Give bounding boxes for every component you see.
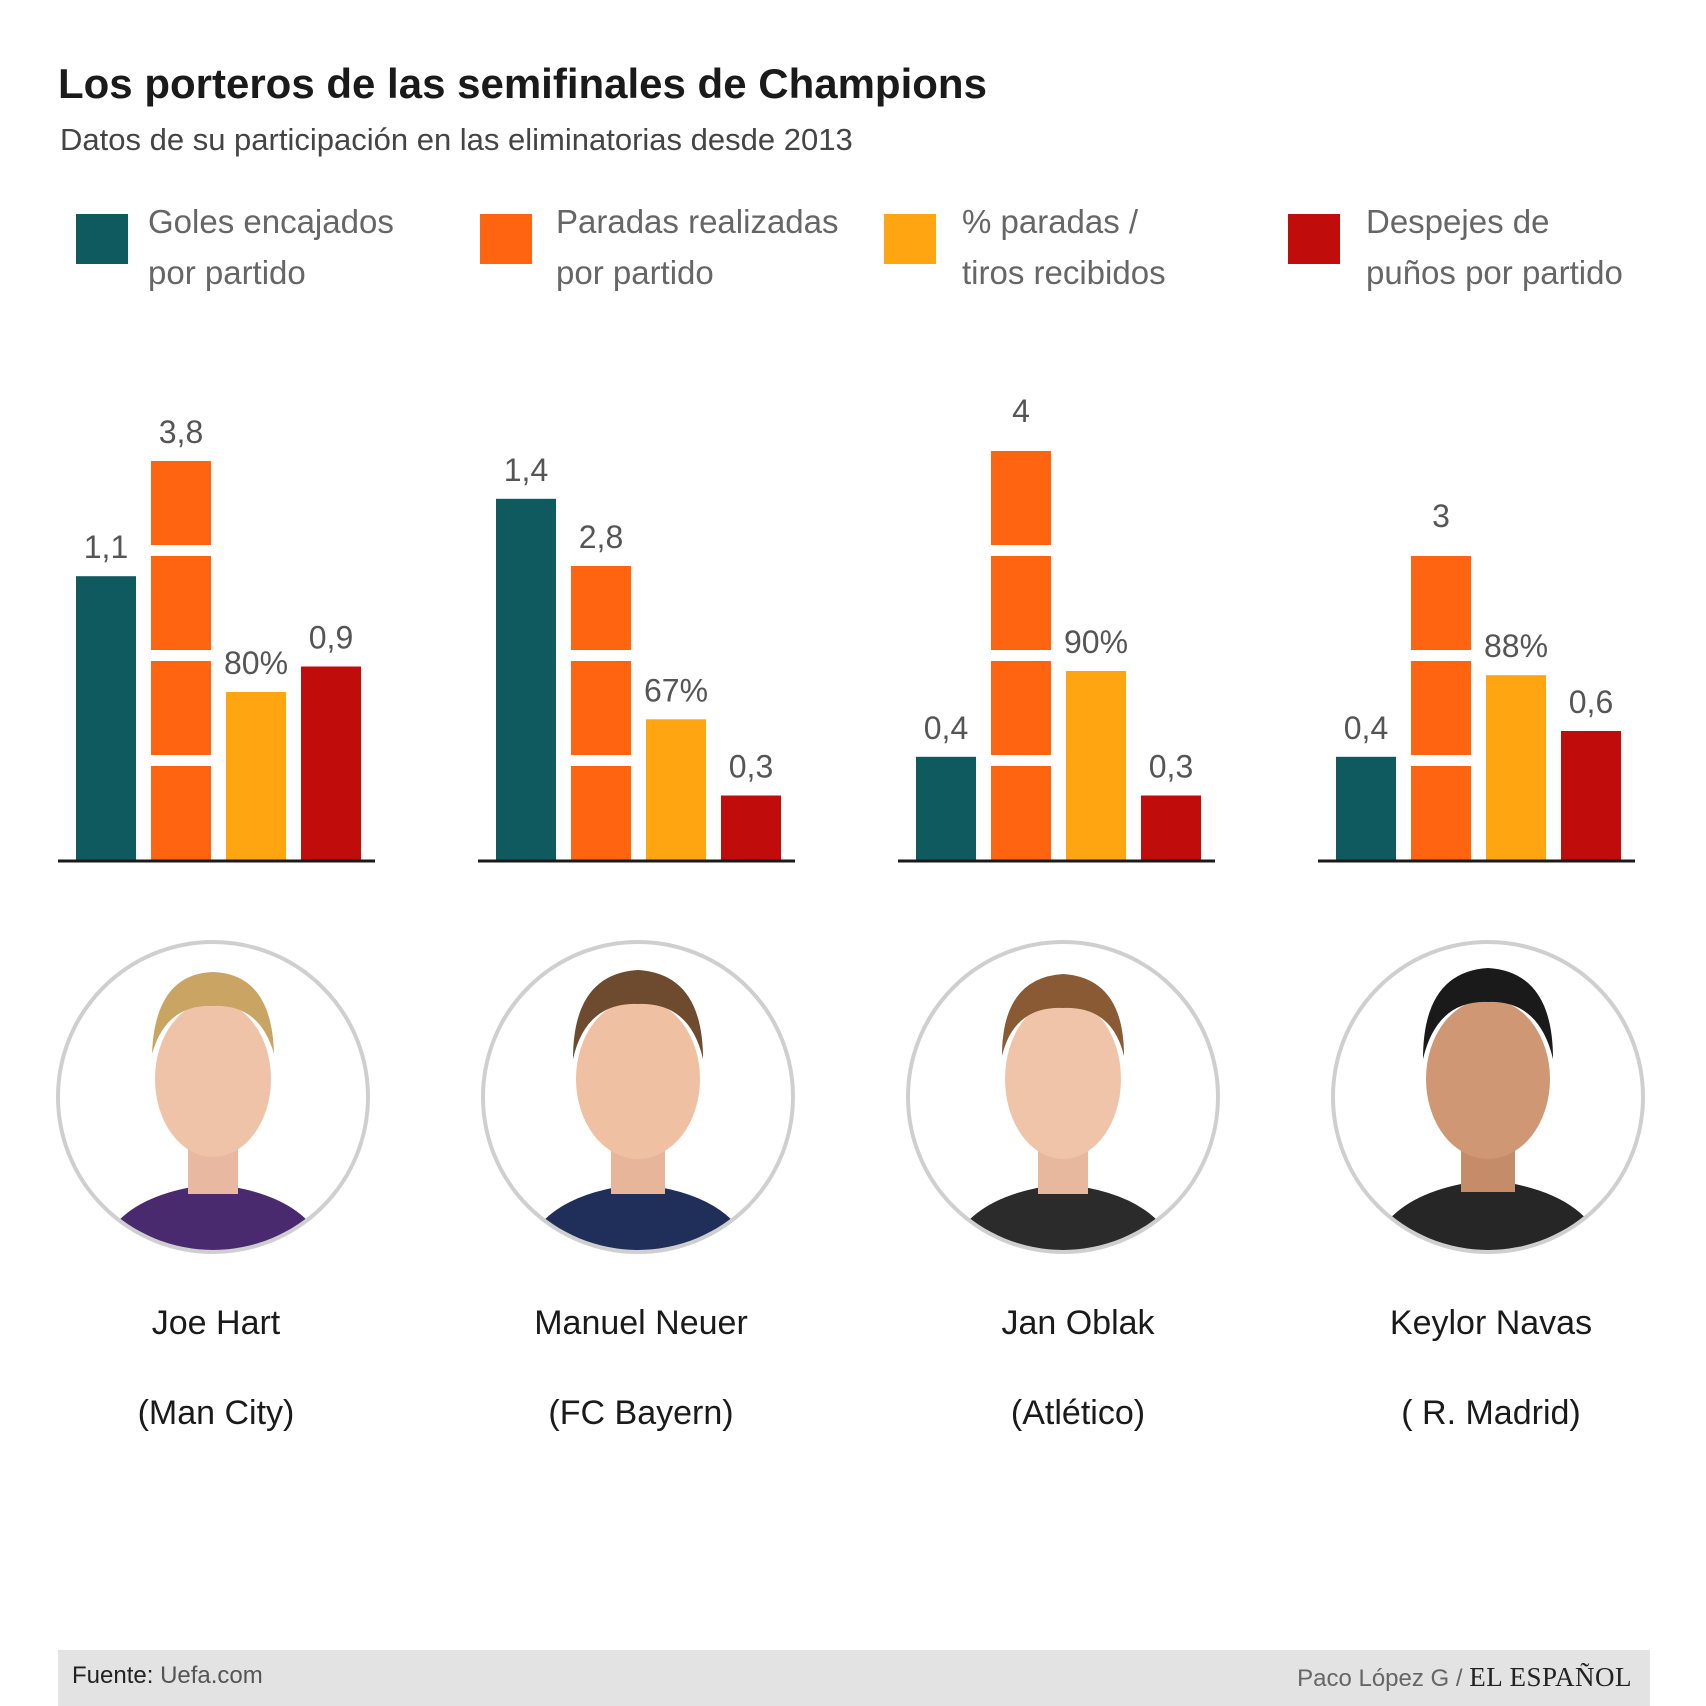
data-label: 88% bbox=[1484, 628, 1548, 664]
footer-author: Paco López G / bbox=[1297, 1665, 1463, 1692]
bar-segment-paradas bbox=[1411, 661, 1471, 755]
player-name-navas: Keylor Navas bbox=[1389, 1304, 1593, 1342]
chart-title: Los porteros de las semifinales de Champ… bbox=[58, 60, 987, 107]
footer-bar: Fuente: Uefa.com Paco López G / EL ESPAÑ… bbox=[58, 1650, 1650, 1706]
bar-porcentaje bbox=[1486, 675, 1546, 860]
legend-swatch-paradas bbox=[480, 214, 532, 264]
legend-line-2: por partido bbox=[556, 254, 714, 291]
portrait-illustration bbox=[525, 970, 751, 1250]
portrait-illustration bbox=[100, 972, 326, 1250]
bar-goles bbox=[76, 576, 136, 860]
legend-swatch-goles bbox=[76, 214, 128, 264]
data-label: 0,4 bbox=[1344, 710, 1388, 746]
player-photo-navas bbox=[1331, 940, 1645, 1254]
data-label: 0,9 bbox=[309, 620, 353, 656]
bar-segment-paradas bbox=[151, 556, 211, 650]
legend-label-goles: Goles encajados por partido bbox=[148, 196, 448, 298]
chart-subtitle: Datos de su participación en las elimina… bbox=[60, 122, 853, 157]
data-label: 2,8 bbox=[579, 519, 623, 555]
bar-porcentaje bbox=[646, 719, 706, 860]
bar-group: 1,1 3,8 80% 0,9 bbox=[58, 414, 375, 863]
player-photo-oblak bbox=[906, 940, 1220, 1254]
legend-swatch-porcentaje bbox=[884, 214, 936, 264]
legend-line-1: % paradas / bbox=[962, 203, 1139, 240]
legend-swatch-despejes bbox=[1288, 214, 1340, 264]
bar-segment-paradas bbox=[571, 766, 631, 860]
data-label: 1,4 bbox=[504, 452, 548, 488]
bar-segment-paradas bbox=[991, 556, 1051, 650]
bar-segment-paradas bbox=[991, 451, 1051, 545]
data-label: 0,3 bbox=[1149, 749, 1193, 785]
bar-segment-paradas bbox=[1411, 556, 1471, 650]
player-name-oblak: Jan Oblak bbox=[1001, 1304, 1155, 1342]
player-name-hart: Joe Hart bbox=[151, 1304, 281, 1342]
player-team-hart: (Man City) bbox=[137, 1394, 295, 1432]
bar-despejes bbox=[1141, 795, 1201, 860]
bar-segment-paradas bbox=[151, 661, 211, 755]
bar-segment-paradas bbox=[151, 461, 211, 545]
bar-segment-paradas bbox=[1411, 766, 1471, 860]
data-label: 4 bbox=[1012, 393, 1030, 429]
data-label: 90% bbox=[1064, 624, 1128, 660]
data-label: 1,1 bbox=[84, 529, 128, 565]
bar-group: 0,4 3 88% 0,6 bbox=[1318, 498, 1635, 863]
legend-label-porcentaje: % paradas / tiros recibidos bbox=[962, 196, 1262, 298]
data-label: 0,6 bbox=[1569, 684, 1613, 720]
legend-line-2: puños por partido bbox=[1366, 254, 1623, 291]
bar-segment-paradas bbox=[571, 566, 631, 650]
bar-porcentaje bbox=[226, 692, 286, 860]
footer-source-label: Fuente: bbox=[72, 1662, 154, 1689]
data-label: 67% bbox=[644, 672, 708, 708]
legend-line-1: Goles encajados bbox=[148, 203, 394, 240]
footer-source: Fuente: Uefa.com bbox=[72, 1662, 263, 1690]
legend-line-1: Despejes de bbox=[1366, 203, 1550, 240]
bar-despejes bbox=[301, 666, 361, 860]
legend-line-2: tiros recibidos bbox=[962, 254, 1166, 291]
legend-label-despejes: Despejes de puños por partido bbox=[1366, 196, 1666, 298]
data-label: 80% bbox=[224, 645, 288, 681]
bar-despejes bbox=[1561, 731, 1621, 860]
bar-segment-paradas bbox=[991, 661, 1051, 755]
bar-goles bbox=[1336, 756, 1396, 860]
data-label: 3,8 bbox=[159, 414, 203, 450]
bar-goles bbox=[916, 756, 976, 860]
data-label: 0,3 bbox=[729, 749, 773, 785]
portrait-illustration bbox=[950, 974, 1176, 1250]
legend-line-1: Paradas realizadas bbox=[556, 203, 839, 240]
data-label: 3 bbox=[1432, 498, 1450, 534]
player-team-navas: ( R. Madrid) bbox=[1401, 1394, 1581, 1432]
portrait-illustration bbox=[1371, 968, 1605, 1250]
bar-segment-paradas bbox=[151, 766, 211, 860]
footer-credit: Paco López G / EL ESPAÑOL bbox=[1297, 1662, 1632, 1693]
legend-line-2: por partido bbox=[148, 254, 306, 291]
bar-despejes bbox=[721, 795, 781, 860]
player-team-neuer: (FC Bayern) bbox=[548, 1394, 734, 1432]
bar-group: 1,4 2,8 67% 0,3 bbox=[478, 452, 795, 863]
bar-group: 0,4 4 90% 0,3 bbox=[898, 393, 1215, 863]
player-team-oblak: (Atlético) bbox=[1010, 1394, 1146, 1432]
player-photo-hart bbox=[56, 940, 370, 1254]
bar-chart: 1,1 3,8 80% 0,9 1,4 2,8 67% 0,3 0,4 4 90% 0,3 0,4 3 88… bbox=[58, 393, 1635, 863]
bar-segment-paradas bbox=[991, 766, 1051, 860]
data-label: 0,4 bbox=[924, 710, 968, 746]
player-name-neuer: Manuel Neuer bbox=[534, 1304, 748, 1342]
footer-brand-logo: EL ESPAÑOL bbox=[1469, 1662, 1632, 1692]
bar-segment-paradas bbox=[571, 661, 631, 755]
bar-porcentaje bbox=[1066, 671, 1126, 860]
legend-label-paradas: Paradas realizadas por partido bbox=[556, 196, 856, 298]
footer-source-value: Uefa.com bbox=[160, 1662, 263, 1689]
bar-goles bbox=[496, 498, 556, 860]
player-photo-neuer bbox=[481, 940, 795, 1254]
